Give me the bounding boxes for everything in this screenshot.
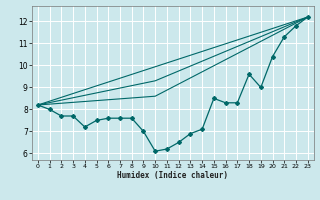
- X-axis label: Humidex (Indice chaleur): Humidex (Indice chaleur): [117, 171, 228, 180]
